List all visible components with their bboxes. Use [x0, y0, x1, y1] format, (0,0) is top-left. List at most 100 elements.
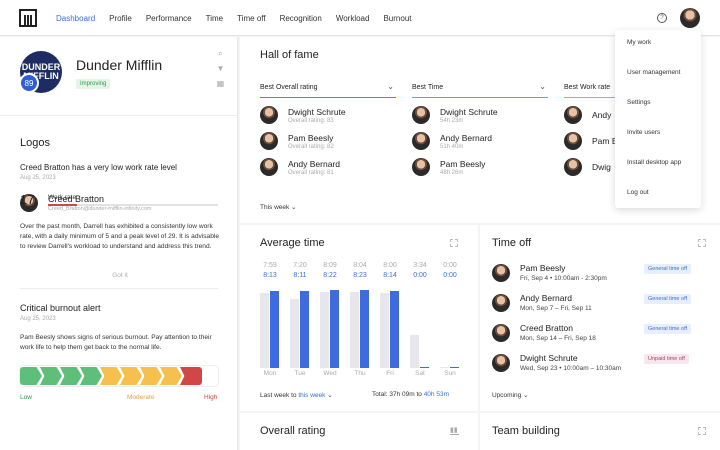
- menu-item-user-management[interactable]: User management: [627, 69, 681, 76]
- filter-label: Upcoming: [492, 392, 522, 399]
- nav-dashboard[interactable]: Dashboard: [56, 13, 96, 23]
- menu-item-log-out[interactable]: Log out: [627, 189, 649, 196]
- column-header-select[interactable]: Best Time: [412, 82, 548, 98]
- nav-performance[interactable]: Performance: [145, 13, 192, 23]
- time-off-panel: [480, 225, 720, 411]
- menu-item-invite-users[interactable]: Invite users: [627, 129, 661, 136]
- tick-label-mon: Mon: [263, 370, 277, 377]
- level-high: High: [204, 394, 218, 401]
- avatar: [260, 132, 278, 150]
- list-item[interactable]: Creed Bratton Mon, Sep 14 – Fri, Sep 18: [492, 323, 596, 342]
- app-logo-icon[interactable]: [19, 9, 37, 27]
- column-header-select[interactable]: Best Overall rating: [260, 82, 396, 98]
- total-value: 40h 53m: [423, 391, 449, 398]
- average-time-total: Total: 37h 09m to 40h 53m: [372, 391, 449, 398]
- alert-description: Over the past month, Darrell has exhibit…: [20, 223, 220, 250]
- total-label: Total: 37h 09m to: [372, 391, 422, 398]
- company-tools: ⌕ ▼ ▦: [216, 49, 226, 94]
- nav-burnout[interactable]: Burnout: [383, 13, 412, 23]
- avatar: [20, 194, 38, 212]
- list-item-text: Pam B: [592, 136, 618, 147]
- list-item[interactable]: Dwight Schrute 54h 23m: [412, 106, 548, 124]
- time-off-date: Fri, Sep 4 • 10:00am - 2:30pm: [520, 275, 607, 282]
- list-item[interactable]: Dwight Schrute Overall rating: 83: [260, 106, 396, 124]
- list-item[interactable]: Dwig: [564, 158, 700, 176]
- company-name: Dunder Mifflin: [76, 57, 163, 73]
- list-item-text: Andy Bernard 51h 40m: [440, 133, 492, 150]
- list-item-text: Creed Bratton Mon, Sep 14 – Fri, Sep 18: [520, 323, 596, 342]
- status-badge: Improving: [76, 79, 111, 89]
- list-item-text: Pam Beesly 48h 26m: [440, 159, 485, 176]
- menu-item-install-desktop-app[interactable]: Install desktop app: [627, 159, 682, 166]
- period-select[interactable]: This week ⌄: [260, 203, 297, 211]
- bar-mon-this-week: [270, 291, 279, 368]
- list-item[interactable]: Dwight Schrute Wed, Sep 23 • 10:00am – 10…: [492, 353, 621, 372]
- avatar: [260, 106, 278, 124]
- list-item[interactable]: Pam Beesly Fri, Sep 4 • 10:00am - 2:30pm: [492, 263, 607, 282]
- avatar: [412, 132, 430, 150]
- time-off-type-badge: General time off: [644, 324, 692, 334]
- bar-fri-last-week: [380, 293, 389, 368]
- menu-item-my-work[interactable]: My work: [627, 39, 652, 46]
- bar-chart-icon[interactable]: ▮▮: [450, 427, 459, 435]
- time-off-filter[interactable]: Upcoming ⌄: [492, 391, 529, 399]
- person-name: Creed Bratton: [520, 323, 573, 333]
- person-name: Andy: [592, 109, 612, 120]
- expand-icon[interactable]: [450, 239, 458, 247]
- person-stat: Overall rating: 82: [288, 143, 334, 150]
- list-item-text: Dwight Schrute 54h 23m: [440, 107, 498, 124]
- person-name: Pam Beesly: [288, 132, 334, 143]
- burnout-scale: [20, 367, 202, 385]
- user-avatar[interactable]: [680, 8, 700, 28]
- alert-title: Creed Bratton has a very low work rate l…: [20, 163, 177, 181]
- burnout-scale-segment: [60, 367, 82, 385]
- left-column: DUNDER MIFFLIN 89 Dunder Mifflin Improvi…: [0, 37, 238, 450]
- list-item[interactable]: Andy Bernard Mon, Sep 7 – Fri, Sep 11: [492, 293, 592, 312]
- bar-sun-last-week: [440, 367, 449, 368]
- list-item[interactable]: Pam B: [564, 132, 700, 150]
- list-item-text: Andy Bernard Mon, Sep 7 – Fri, Sep 11: [520, 293, 592, 312]
- list-item[interactable]: Andy Bernard 51h 40m: [412, 132, 548, 150]
- data-label-tue-last-week: 7:20: [293, 262, 307, 269]
- data-label-wed-this-week: 8:22: [323, 272, 337, 279]
- data-label-thu-this-week: 8:23: [353, 272, 367, 279]
- got-it-button[interactable]: Got it: [112, 272, 128, 279]
- list-item[interactable]: Andy: [564, 106, 700, 124]
- data-label-mon-this-week: 8:13: [263, 272, 277, 279]
- nav-time-off[interactable]: Time off: [237, 13, 266, 23]
- help-icon[interactable]: ?: [657, 13, 667, 23]
- burnout-scale-segment: [120, 367, 142, 385]
- nav-recognition[interactable]: Recognition: [279, 13, 322, 23]
- expand-icon[interactable]: [698, 427, 706, 435]
- tick-label-fri: Fri: [386, 370, 394, 377]
- list-item-text: Andy Bernard Overall rating: 81: [288, 159, 340, 176]
- filter-icon[interactable]: ▼: [216, 64, 225, 73]
- burnout-description: Pam Beesly shows signs of serious burnou…: [20, 334, 212, 351]
- search-icon[interactable]: ⌕: [218, 49, 223, 58]
- comparison-link[interactable]: this week: [298, 392, 326, 399]
- grid-icon[interactable]: ▦: [216, 79, 225, 88]
- nav-profile[interactable]: Profile: [109, 13, 132, 23]
- list-item-text: Dwight Schrute Overall rating: 83: [288, 107, 346, 124]
- menu-item-settings[interactable]: Settings: [627, 99, 651, 106]
- bar-fri-this-week: [390, 290, 399, 368]
- nav-time[interactable]: Time: [205, 13, 224, 23]
- team-building-title: Team building: [492, 425, 560, 437]
- list-item[interactable]: Pam Beesly 48h 26m: [412, 158, 548, 176]
- burnout-alert-title: Critical burnout alert Aug 25, 2023: [20, 303, 101, 322]
- average-time-panel: [240, 225, 478, 411]
- tick-label-sat: Sat: [415, 370, 425, 377]
- tick-label-sun: Sun: [444, 370, 456, 377]
- expand-icon[interactable]: [698, 239, 706, 247]
- avatar: [492, 263, 510, 282]
- avatar: [492, 323, 510, 342]
- alert-person[interactable]: Creed Bratton Creed_Bratton@dunder-miffl…: [20, 194, 152, 212]
- list-item[interactable]: Andy Bernard Overall rating: 81: [260, 158, 396, 176]
- nav-workload[interactable]: Workload: [335, 13, 370, 23]
- logos-title: Logos: [20, 137, 50, 149]
- burnout-scale-segment: [100, 367, 122, 385]
- list-item[interactable]: Pam Beesly Overall rating: 82: [260, 132, 396, 150]
- list-item-text: Dwig: [592, 162, 611, 173]
- list-item-text: Andy: [592, 110, 611, 121]
